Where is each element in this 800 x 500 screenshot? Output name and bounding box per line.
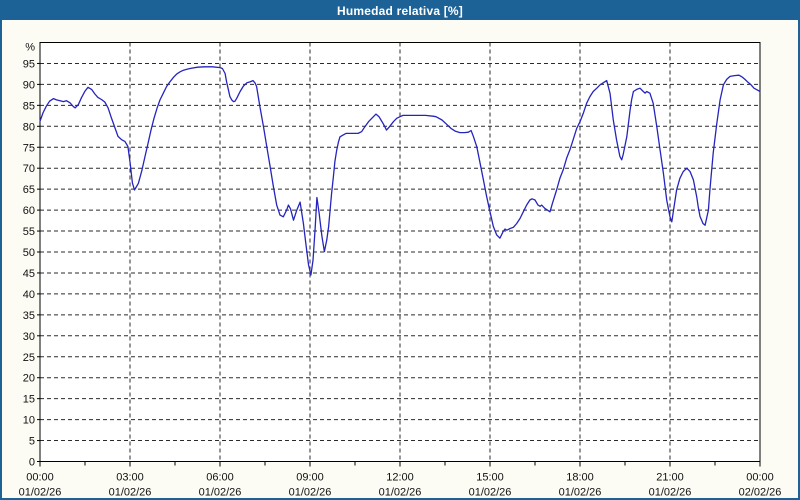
y-tick-label: 75 [23, 142, 35, 154]
y-tick-label: 65 [23, 184, 35, 196]
y-tick-label: 25 [23, 352, 35, 364]
x-tick-date-label: 01/02/26 [469, 487, 512, 499]
y-tick-label: 10 [23, 415, 35, 427]
y-tick-label: 45 [23, 268, 35, 280]
y-tick-label: 0 [29, 457, 35, 469]
y-tick-label: 35 [23, 310, 35, 322]
x-tick-time-label: 00:00 [746, 472, 774, 484]
y-tick-label: 60 [23, 205, 35, 217]
x-tick-date-label: 01/02/26 [379, 487, 422, 499]
y-tick-label: 40 [23, 289, 35, 301]
y-tick-label: 85 [23, 100, 35, 112]
x-tick-date-label: 01/02/26 [289, 487, 332, 499]
humidity-series-line [39, 66, 761, 276]
y-tick-label: 5 [29, 436, 35, 448]
y-tick-label: 55 [23, 226, 35, 238]
x-tick-date-label: 02/02/26 [739, 487, 782, 499]
y-tick-label: 90 [23, 79, 35, 91]
x-tick-time-label: 03:00 [116, 472, 144, 484]
window-title: Humedad relativa [%] [336, 4, 464, 18]
x-tick-time-label: 06:00 [206, 472, 234, 484]
x-tick-time-label: 12:00 [386, 472, 414, 484]
y-tick-label: 95 [23, 58, 35, 70]
chart-area: 0 5 10 15 20 25 30 35 40 45 50 55 60 65 70 75 80 85 90 95% 0… [2, 20, 798, 499]
y-tick-label: 20 [23, 373, 35, 385]
x-tick-date-label: 01/02/26 [199, 487, 242, 499]
x-tick-time-label: 00:00 [26, 472, 54, 484]
humidity-line-chart: 0 5 10 15 20 25 30 35 40 45 50 55 60 65 70 75 80 85 90 95% 0… [19, 42, 782, 499]
y-tick-label: 80 [23, 121, 35, 133]
x-tick-date-label: 01/02/26 [19, 487, 62, 499]
x-tick-time-label: 09:00 [296, 472, 324, 484]
x-tick-time-label: 15:00 [476, 472, 504, 484]
x-tick-time-label: 18:00 [566, 472, 594, 484]
title-bar: Humedad relativa [%] [2, 2, 798, 20]
y-tick-label: 15 [23, 394, 35, 406]
x-tick-time-label: 21:00 [656, 472, 684, 484]
y-tick-label: 50 [23, 247, 35, 259]
y-tick-label: 70 [23, 163, 35, 175]
x-tick-date-label: 01/02/26 [109, 487, 152, 499]
y-tick-label: 30 [23, 331, 35, 343]
x-tick-date-label: 01/02/26 [559, 487, 602, 499]
y-axis-unit-label: % [25, 42, 35, 54]
x-tick-date-label: 01/02/26 [649, 487, 692, 499]
